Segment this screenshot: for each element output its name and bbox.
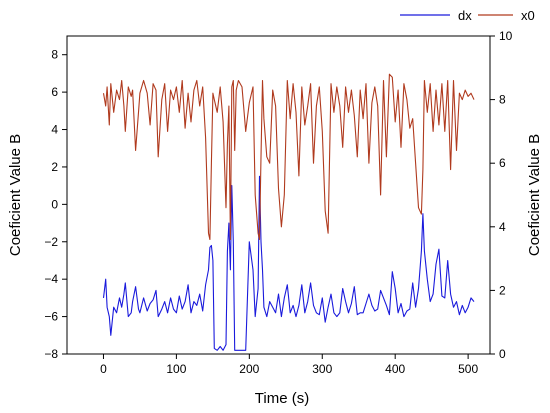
right-y-tick-label: 2 [499, 283, 506, 297]
left-y-tick-label: −6 [44, 310, 58, 324]
left-y-tick-label: 8 [51, 48, 58, 62]
left-y-tick-label: −4 [44, 272, 58, 286]
plot-frame [66, 35, 491, 355]
left-y-axis-title: Coeficient Value B [7, 134, 24, 256]
legend-label-dx: dx [458, 8, 472, 23]
x-tick-label: 300 [312, 362, 332, 376]
right-y-tick-label: 0 [499, 347, 506, 361]
left-y-tick-label: 4 [51, 123, 58, 137]
right-y-tick-label: 8 [499, 93, 506, 107]
right-y-tick-label: 10 [499, 29, 513, 43]
left-y-tick-label: 0 [51, 197, 58, 211]
series-line-x0 [102, 73, 475, 241]
series-layer [102, 73, 475, 351]
left-y-axis-ticks: −8 −6 −4 −2 0 2 4 6 8 [44, 48, 67, 361]
x-tick-label: 100 [166, 362, 186, 376]
x-tick-label: 500 [458, 362, 478, 376]
right-y-axis-title: Coeficient Value B [526, 134, 543, 256]
x-tick-label: 0 [100, 362, 107, 376]
left-y-tick-label: 6 [51, 85, 58, 99]
right-y-axis-ticks: 0 2 4 6 8 10 [490, 29, 513, 361]
left-y-tick-label: −2 [44, 235, 58, 249]
x-axis-title: Time (s) [255, 390, 309, 407]
legend: dx x0 [400, 8, 535, 23]
legend-label-x0: x0 [521, 8, 535, 23]
right-y-tick-label: 6 [499, 156, 506, 170]
right-y-tick-label: 4 [499, 220, 506, 234]
left-y-tick-label: 2 [51, 160, 58, 174]
x-tick-label: 200 [239, 362, 259, 376]
x-axis-ticks: 0 100 200 300 400 500 [100, 354, 478, 376]
x-tick-label: 400 [385, 362, 405, 376]
series-line-dx [102, 175, 475, 351]
left-y-tick-label: −8 [44, 347, 58, 361]
